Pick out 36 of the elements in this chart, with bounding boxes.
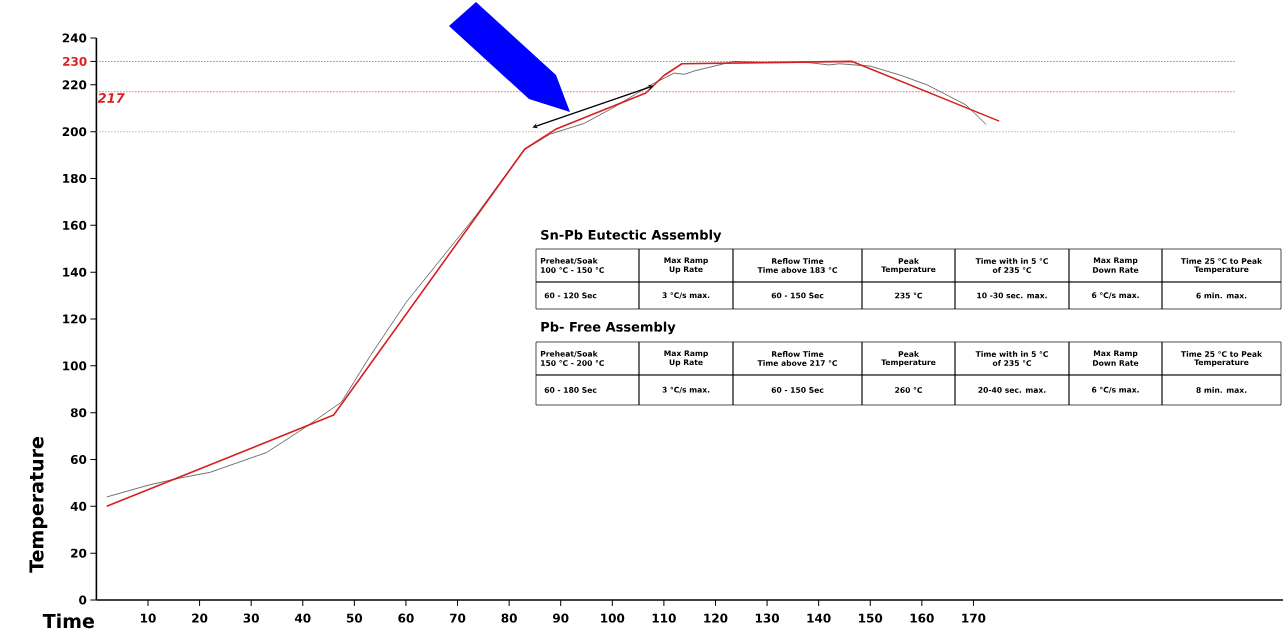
y-tick-label: 60 xyxy=(70,454,87,465)
x-tick-label: 90 xyxy=(552,613,569,623)
x-axis-title: Time xyxy=(42,613,94,629)
x-tick-label: 40 xyxy=(294,613,311,623)
x-tick-label: 120 xyxy=(704,613,728,623)
y-tick-label: 240 xyxy=(62,33,87,43)
x-tick-label: 50 xyxy=(346,613,363,623)
x-tick-label: 60 xyxy=(398,613,414,623)
x-tick-label: 140 xyxy=(807,613,831,623)
y-tick-label: 40 xyxy=(70,501,87,511)
y-tick-label: 0 xyxy=(79,595,87,605)
x-tick-label: 150 xyxy=(859,613,883,623)
x-tick-label: 170 xyxy=(962,613,986,623)
x-tick-label: 80 xyxy=(501,613,517,623)
y-tick-label: 80 xyxy=(70,408,87,418)
x-tick-label: 160 xyxy=(910,613,934,623)
y-tick-label: 20 xyxy=(71,548,87,558)
annotation: Sn-Pb Eutectic Assembly xyxy=(541,229,722,243)
x-tick-label: 10 xyxy=(140,613,156,623)
annotation: Pb- Free Assembly xyxy=(541,321,676,335)
y-tick-label: 220 xyxy=(62,80,87,90)
y-tick-label: 200 xyxy=(62,127,87,137)
x-tick-label: 20 xyxy=(192,613,208,623)
x-tick-label: 110 xyxy=(652,613,676,623)
y-tick-label: 100 xyxy=(63,361,87,371)
x-tick-label: 30 xyxy=(243,613,259,623)
x-tick-label: 70 xyxy=(449,613,466,623)
y-tick-label: 180 xyxy=(63,173,87,184)
y-tick-label: 140 xyxy=(63,267,87,277)
x-tick-label: 100 xyxy=(601,613,625,623)
x-tick-label: 130 xyxy=(755,613,780,623)
y-tick-label: 120 xyxy=(63,314,87,324)
ref-line-label: 230 xyxy=(63,56,87,66)
ref-line-label: 217 xyxy=(97,93,125,103)
y-axis-title: Temperature xyxy=(29,437,48,573)
y-tick-label: 160 xyxy=(63,220,87,230)
